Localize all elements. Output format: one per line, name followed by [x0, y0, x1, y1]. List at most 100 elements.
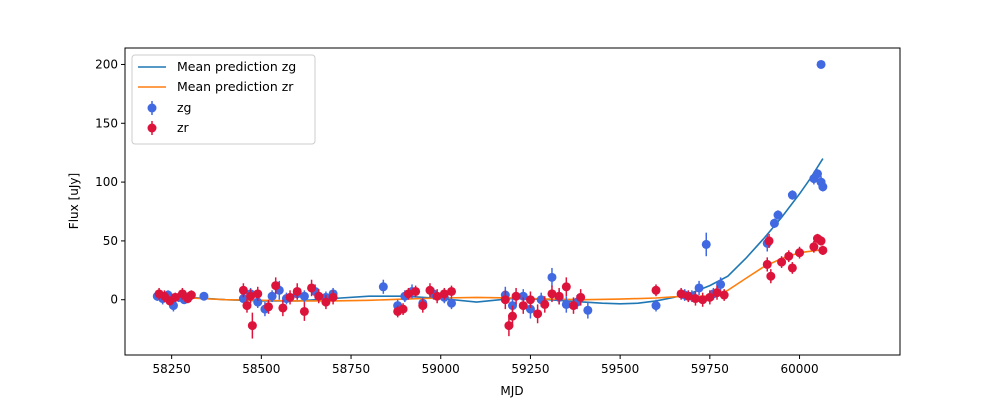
zr-point	[253, 289, 263, 299]
zr-point	[186, 290, 196, 300]
zg-point	[694, 283, 704, 293]
zg-point	[812, 169, 822, 179]
zr-point	[561, 282, 571, 292]
zr-point	[242, 301, 252, 311]
prediction-line-zr	[157, 248, 824, 302]
x-tick-label: 59500	[601, 362, 639, 376]
y-tick-label: 50	[103, 234, 118, 248]
zr-point	[246, 291, 256, 301]
x-tick-label: 58750	[332, 362, 370, 376]
zr-point	[777, 257, 787, 267]
legend-zr-line-label: Mean prediction zr	[177, 79, 294, 94]
zr-point	[676, 289, 686, 299]
zr-point	[705, 292, 715, 302]
zg-point	[525, 304, 535, 314]
zr-point	[247, 321, 257, 331]
x-tick-label: 60000	[780, 362, 818, 376]
zr-point	[698, 295, 708, 305]
zr-point	[784, 251, 794, 261]
legend-zg-line-label: Mean prediction zg	[177, 59, 296, 74]
legend-zr-point-swatch	[147, 123, 157, 133]
prediction-line-zg	[157, 158, 824, 305]
zr-point	[418, 301, 428, 311]
zr-points	[154, 233, 828, 339]
zg-point	[816, 59, 826, 69]
legend-zg-point-swatch	[147, 103, 157, 113]
zr-point	[766, 271, 776, 281]
zg-point	[299, 291, 309, 301]
zr-point	[411, 286, 421, 296]
zr-point	[809, 242, 819, 252]
zr-point	[651, 285, 661, 295]
zr-point	[398, 304, 408, 314]
zg-point	[518, 291, 528, 301]
zr-point	[299, 306, 309, 316]
zr-point	[278, 303, 288, 313]
zr-point	[762, 259, 772, 269]
x-tick-label: 58250	[153, 362, 191, 376]
zr-point	[328, 292, 338, 302]
y-tick-label: 150	[95, 116, 118, 130]
zg-point	[447, 298, 457, 308]
zr-point	[170, 292, 180, 302]
legend-zg-label: zg	[177, 100, 192, 115]
x-axis-label: MJD	[500, 384, 523, 398]
zr-point	[292, 286, 302, 296]
zg-point	[561, 299, 571, 309]
zr-point	[314, 291, 324, 301]
zr-point	[568, 301, 578, 311]
zg-point	[267, 291, 277, 301]
zg-point	[199, 291, 209, 301]
zg-point	[547, 272, 557, 282]
zg-point	[651, 301, 661, 311]
zr-point	[321, 297, 331, 307]
y-axis-label: Flux [uJy]	[67, 173, 81, 229]
x-axis-ticks: 58250 58500 58750 59000 59250 59500 59750 60000	[153, 355, 819, 376]
prediction-lines	[157, 158, 824, 305]
zr-point	[816, 236, 826, 246]
zr-point	[264, 302, 274, 312]
zr-point	[271, 281, 281, 291]
zg-point	[773, 210, 783, 220]
zr-point	[439, 289, 449, 299]
legend-box	[131, 54, 316, 145]
y-tick-label: 0	[110, 293, 118, 307]
zg-point	[701, 239, 711, 249]
zg-point	[253, 297, 263, 307]
zr-point	[719, 290, 729, 300]
zr-point	[447, 286, 457, 296]
zg-point	[787, 190, 797, 200]
zr-point	[285, 292, 295, 302]
zr-point	[787, 263, 797, 273]
zg-point	[769, 218, 779, 228]
x-tick-label: 58500	[242, 362, 280, 376]
zr-point	[690, 294, 700, 304]
zr-point	[508, 311, 517, 321]
zr-point	[540, 299, 550, 309]
zr-point	[504, 321, 514, 331]
zr-point	[818, 245, 828, 255]
y-axis-ticks: 0 50 100 150 200	[95, 57, 125, 307]
x-tick-label: 59250	[511, 362, 549, 376]
zg-point	[238, 294, 248, 304]
zr-point	[554, 291, 564, 301]
zr-point	[525, 295, 535, 305]
zr-point	[764, 236, 774, 246]
legend-zr-label: zr	[177, 120, 190, 135]
zg-point	[716, 279, 726, 289]
zr-point	[238, 285, 248, 295]
legend: Mean prediction zg Mean prediction zr zg…	[131, 54, 316, 145]
zr-point	[533, 309, 543, 319]
x-tick-label: 59000	[422, 362, 460, 376]
zr-point	[403, 289, 413, 299]
zr-point	[576, 292, 586, 302]
zg-point	[583, 305, 593, 315]
zr-point	[425, 285, 435, 295]
y-tick-label: 200	[95, 57, 118, 71]
zr-point	[307, 283, 317, 293]
zr-point	[432, 291, 442, 301]
plot-frame	[124, 47, 901, 356]
zr-point	[511, 291, 521, 301]
zr-point	[795, 248, 805, 258]
